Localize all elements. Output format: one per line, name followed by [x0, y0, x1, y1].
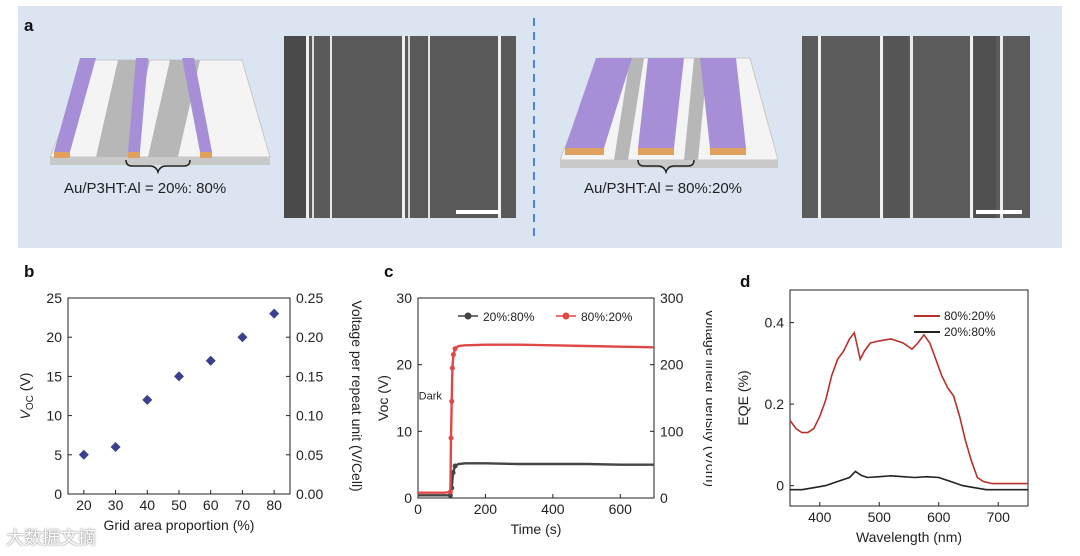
- x-tick-label: 600: [609, 501, 633, 517]
- y-axis-label: EQE (%): [735, 370, 751, 425]
- y2-tick-label: 0.20: [296, 329, 323, 345]
- plot-frame: [417, 297, 655, 499]
- y-axis-label: Voc (V): [375, 375, 391, 421]
- caption-right: Au/P3HT:Al = 80%:20%: [584, 180, 743, 197]
- x-axis-label: Grid area proportion (%): [104, 517, 255, 533]
- x-tick-label: 40: [139, 497, 155, 513]
- scale-bar-right: [976, 210, 1022, 214]
- y-tick-label: 10: [396, 423, 412, 439]
- caption-left: Au/P3HT:Al = 20%: 80%: [64, 180, 227, 197]
- legend-label-1: 20%:80%: [483, 310, 535, 324]
- sem-image-right: [802, 36, 1030, 218]
- x-tick-label: 600: [927, 509, 951, 525]
- y-tick-label: 5: [54, 447, 62, 463]
- y2-tick-label: 0.10: [296, 408, 323, 424]
- annotation-dark: Dark: [419, 390, 443, 402]
- legend-marker-2: [562, 312, 570, 320]
- x-tick-label: 30: [108, 497, 124, 513]
- panel-a-illustrations: [49, 18, 1030, 238]
- scatter-point: [269, 308, 280, 319]
- y2-axis-label: Voltage per repeat unit (V/Cell): [349, 300, 365, 491]
- series-line-1: [418, 462, 654, 497]
- x-tick-label: 60: [203, 497, 219, 513]
- scatter-point: [110, 441, 121, 452]
- x-tick-label: 70: [235, 497, 251, 513]
- legend-marker-1: [464, 312, 472, 320]
- series-point-1: [452, 463, 458, 469]
- device-illustration-left: [49, 58, 271, 175]
- y2-tick-label: 0.00: [296, 486, 323, 502]
- scatter-point: [174, 371, 184, 382]
- panel-d-letter: d: [740, 272, 751, 291]
- legend-label-2: 80%:20%: [581, 310, 633, 324]
- y2-tick-label: 200: [660, 357, 684, 373]
- chart-b: 20 30 40 50 60 70 80 0 5 10 15 20 25 0.00 0.05 0.10 0.15…: [17, 290, 365, 533]
- y-tick-label: 0: [54, 486, 62, 502]
- y2-axis-label: Voltage linear density (V/cm): [703, 309, 712, 487]
- y-tick-label: 0: [776, 478, 784, 494]
- plot-frame: [67, 297, 291, 495]
- scatter-point: [142, 394, 153, 405]
- y-tick-label: 20: [46, 329, 62, 345]
- panel-b-letter: b: [24, 262, 35, 281]
- x-tick-label: 200: [474, 501, 498, 517]
- x-tick-label: 20: [76, 497, 92, 513]
- y-tick-label: 10: [46, 408, 62, 424]
- y-tick-label: 30: [396, 290, 412, 306]
- y2-tick-label: 0: [660, 490, 668, 506]
- legend-label-1: 80%:20%: [944, 309, 996, 323]
- panel-c-letter: c: [384, 262, 394, 281]
- device-illustration-right: [559, 57, 779, 175]
- series-line-1: [789, 330, 1028, 485]
- y-axis-label-unit: (V): [17, 373, 33, 396]
- x-tick-label: 400: [808, 509, 832, 525]
- scatter-point: [205, 355, 216, 366]
- series-line-2: [790, 470, 1028, 491]
- watermark: 大数据文摘: [6, 528, 96, 548]
- y-axis-label-subscript: OC: [25, 395, 36, 410]
- y2-tick-label: 100: [660, 423, 684, 439]
- chart-d: 400 500 600 700 0 0.2 0.4 Wavelength (nm) EQE (%…: [735, 289, 1029, 545]
- series-point-2: [450, 352, 456, 358]
- panel-a-letter: a: [24, 16, 34, 35]
- series-point-2: [452, 346, 458, 352]
- plot-frame: [789, 289, 1029, 507]
- y-tick-label: 25: [46, 290, 62, 306]
- y2-tick-label: 0.15: [296, 368, 323, 384]
- scatter-point: [237, 332, 248, 343]
- x-tick-label: 80: [266, 497, 282, 513]
- x-tick-label: 400: [541, 501, 565, 517]
- series-point-2: [449, 365, 455, 371]
- y-tick-label: 15: [46, 368, 62, 384]
- y-tick-label: 0.4: [765, 315, 785, 331]
- series-point-2: [447, 489, 453, 495]
- y2-tick-label: 300: [660, 290, 684, 306]
- sem-image-left: [284, 36, 516, 218]
- y-tick-label: 20: [396, 357, 412, 373]
- y2-tick-label: 0.25: [296, 290, 323, 306]
- scatter-point: [78, 449, 89, 460]
- x-axis-label: Time (s): [511, 521, 562, 537]
- y-tick-label: 0: [404, 490, 412, 506]
- legend-label-2: 20%:80%: [944, 325, 996, 339]
- series-point-2: [449, 398, 455, 404]
- x-tick-label: 50: [171, 497, 187, 513]
- y2-tick-label: 0.05: [296, 447, 323, 463]
- x-tick-label: 700: [987, 509, 1011, 525]
- y-axis-label-symbol: V: [17, 408, 33, 419]
- x-tick-label: 0: [414, 501, 422, 517]
- series-point-2: [448, 435, 454, 441]
- x-axis-label: Wavelength (nm): [856, 529, 962, 545]
- x-tick-label: 500: [868, 509, 892, 525]
- y-tick-label: 0.2: [765, 396, 785, 412]
- y-axis-label: VOC (V): [17, 373, 36, 420]
- scale-bar-left: [456, 210, 500, 214]
